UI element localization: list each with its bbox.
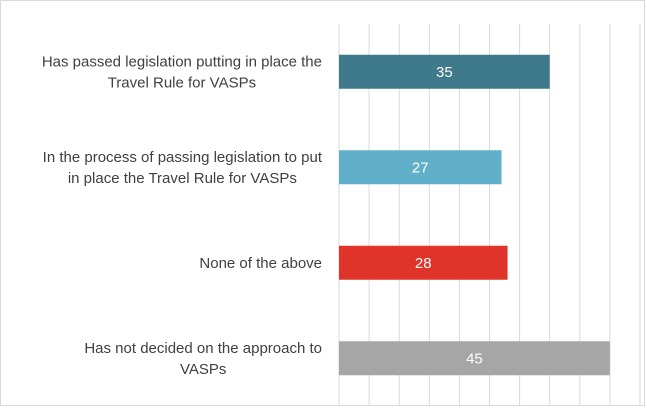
data-label: 35 — [436, 64, 453, 81]
bar — [339, 341, 610, 376]
data-label: 27 — [412, 159, 429, 176]
category-labels: Has passed legislation putting in place … — [42, 53, 323, 378]
bar — [339, 245, 508, 280]
data-label: 45 — [466, 350, 483, 367]
bars: 35 27 28 45 — [339, 54, 610, 376]
category-label: Has passed legislation putting in place … — [42, 53, 322, 91]
bar — [339, 150, 502, 185]
bar — [339, 54, 550, 89]
category-label: In the process of passing legislation to… — [43, 149, 323, 187]
category-label: Has not decided on the approach to VASPs — [84, 340, 322, 378]
category-label: None of the above — [199, 255, 322, 272]
data-label: 28 — [415, 255, 432, 272]
